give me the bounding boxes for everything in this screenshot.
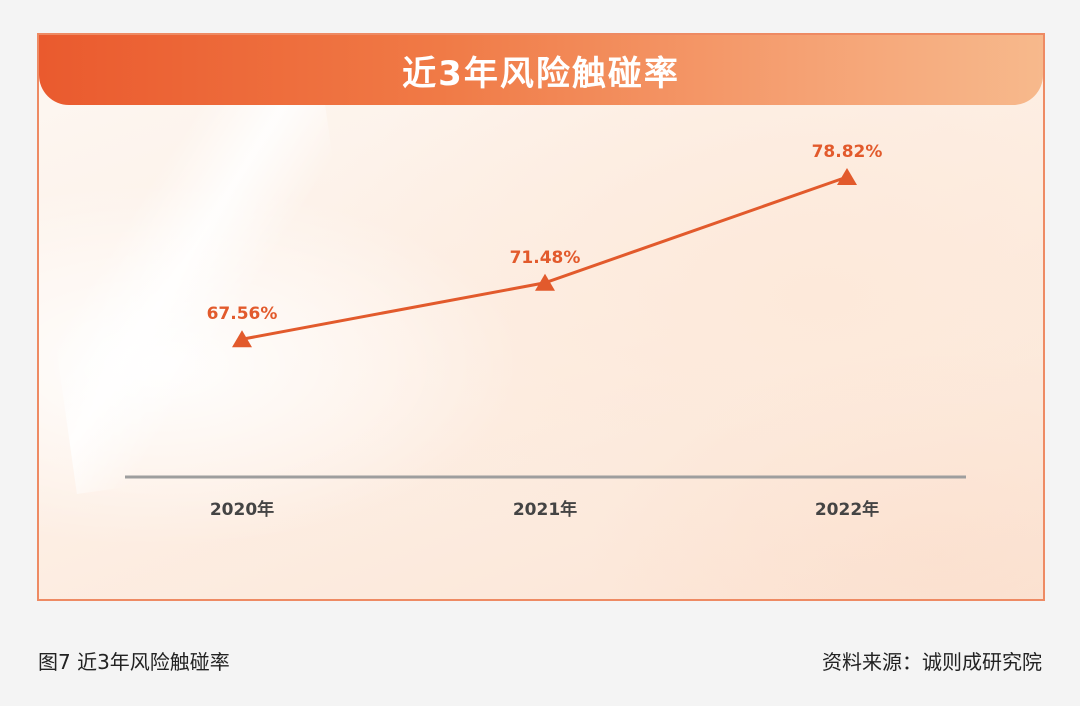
chart-panel: 近3年风险触碰率: [37, 33, 1045, 601]
chart-title: 近3年风险触碰率: [402, 53, 680, 94]
title-banner: 近3年风险触碰率: [39, 35, 1043, 105]
data-label: 71.48%: [510, 248, 581, 268]
x-tick-label: 2021年: [513, 499, 577, 520]
data-point-marker: [837, 168, 857, 186]
data-label: 78.82%: [812, 142, 883, 162]
data-point-marker: [535, 273, 555, 291]
x-tick-label: 2022年: [815, 499, 879, 520]
figure-caption: 图7 近3年风险触碰率: [38, 650, 230, 674]
data-label: 67.56%: [207, 304, 278, 324]
source-note: 资料来源：诚则成研究院: [822, 650, 1042, 674]
data-point-marker: [232, 330, 252, 348]
x-tick-label: 2020年: [210, 499, 274, 520]
